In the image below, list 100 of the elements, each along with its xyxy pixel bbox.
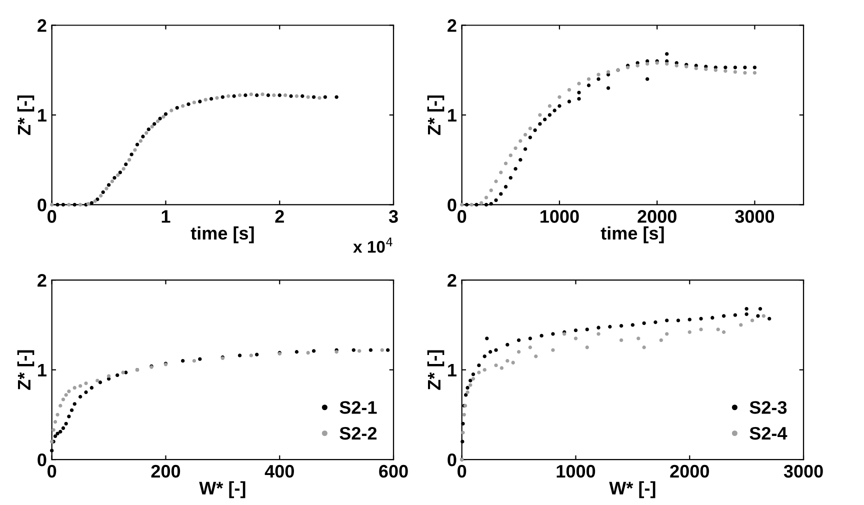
point (586, 77, 591, 81)
point (101, 190, 105, 194)
legend-label: S2-1 (340, 401, 377, 414)
y-axis-title: Z* [-] (17, 350, 34, 390)
point (58, 430, 62, 434)
point (72, 202, 76, 207)
point (659, 338, 663, 342)
x-tick-label: 0 (48, 464, 56, 478)
point (192, 359, 196, 363)
point (255, 352, 259, 356)
point (98, 380, 102, 384)
point (619, 324, 624, 328)
point (665, 52, 669, 56)
point (156, 119, 160, 124)
point (514, 146, 518, 150)
point (606, 70, 610, 74)
y-tick-label: 0 (38, 198, 46, 212)
y-tick-label: 2 (38, 274, 46, 287)
point (141, 134, 145, 138)
point (318, 96, 322, 100)
point (538, 122, 542, 126)
point (162, 114, 166, 119)
point (676, 318, 680, 322)
point (461, 422, 465, 426)
x-tick-label: 2 (275, 210, 284, 223)
point (733, 66, 738, 70)
point (50, 448, 54, 452)
point (58, 404, 62, 408)
point (122, 166, 126, 171)
point (488, 350, 492, 354)
x-tick-label: 3000 (784, 464, 823, 478)
point (508, 176, 512, 180)
legend-label: S2-2 (340, 426, 377, 440)
point (489, 188, 493, 192)
point (180, 359, 185, 363)
point (323, 95, 328, 99)
x-tick-label: 1 (162, 210, 170, 223)
point (714, 68, 718, 72)
point (542, 118, 547, 122)
point (56, 202, 60, 207)
point (606, 86, 610, 90)
point (84, 381, 88, 386)
y-axis-title: Z* [-] (427, 350, 444, 390)
point (278, 93, 282, 98)
point (238, 354, 242, 358)
x-tick-label: 2000 (638, 210, 676, 223)
point (499, 192, 503, 196)
point (64, 393, 68, 397)
point (130, 152, 134, 156)
point (743, 66, 747, 70)
point (577, 82, 581, 86)
point (135, 142, 140, 146)
point (477, 370, 481, 374)
point (255, 93, 259, 98)
point (104, 186, 108, 190)
y-tick-label: 1 (448, 364, 456, 376)
point (226, 94, 230, 98)
x-tick-label: 3000 (735, 210, 774, 223)
point (619, 338, 624, 342)
point (744, 312, 748, 316)
point (630, 323, 635, 327)
point (61, 426, 66, 430)
point (636, 64, 640, 68)
point (694, 66, 698, 70)
point (577, 90, 581, 94)
point (121, 370, 125, 374)
point (499, 170, 503, 174)
point (198, 100, 202, 104)
point (489, 202, 493, 206)
point (192, 100, 196, 104)
y-tick-label: 2 (448, 274, 456, 287)
x-axis-title: time [s] (190, 226, 254, 244)
point (334, 95, 338, 99)
point (699, 328, 703, 332)
point (86, 202, 90, 206)
point (724, 69, 728, 73)
point (244, 93, 248, 98)
x-tick-label: 1000 (540, 210, 579, 223)
point (294, 94, 299, 98)
y-tick-label: 2 (38, 19, 46, 32)
point (283, 93, 288, 98)
point (312, 349, 316, 353)
point (289, 94, 293, 98)
point (477, 363, 481, 368)
point (504, 162, 508, 166)
point (596, 77, 600, 81)
point (699, 316, 703, 321)
point (146, 128, 150, 132)
point (61, 398, 66, 402)
point (118, 170, 122, 174)
point (642, 321, 646, 325)
point (106, 183, 111, 187)
x-axis-title: W* [-] (199, 481, 246, 498)
point (468, 378, 472, 382)
x-tick-label: 3 (388, 210, 398, 223)
point (768, 316, 772, 321)
point (112, 176, 116, 180)
point (752, 70, 757, 75)
point (461, 430, 465, 434)
point (558, 104, 562, 108)
